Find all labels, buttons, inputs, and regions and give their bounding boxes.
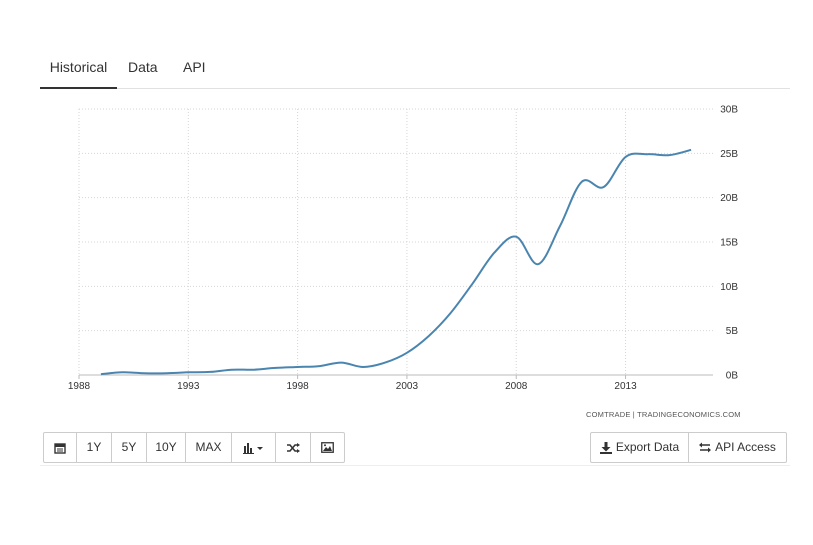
caret-down-icon bbox=[256, 446, 263, 450]
y-tick-label: 25B bbox=[720, 149, 738, 160]
exchange-icon bbox=[699, 442, 712, 453]
x-tick-label: 1998 bbox=[286, 381, 309, 392]
x-tick-label: 1988 bbox=[68, 381, 91, 392]
chart-panel: 0B 5B 10B 15B 20B 25B 30B 1988 1993 1998 2003 2008 2… bbox=[40, 89, 790, 466]
api-access-button[interactable]: API Access bbox=[689, 433, 786, 462]
y-tick-label: 10B bbox=[720, 282, 738, 293]
range-max-button[interactable]: MAX bbox=[186, 433, 232, 462]
image-icon bbox=[321, 442, 334, 453]
chart-type-button[interactable] bbox=[232, 433, 276, 462]
y-tick-label: 20B bbox=[720, 193, 738, 204]
api-access-label: API Access bbox=[715, 440, 776, 454]
range-10y-button[interactable]: 10Y bbox=[147, 433, 186, 462]
export-data-button[interactable]: Export Data bbox=[591, 433, 689, 462]
bar-chart-icon bbox=[242, 442, 263, 454]
y-tick-label: 15B bbox=[720, 238, 738, 249]
calendar-icon bbox=[54, 442, 66, 454]
x-tick-label: 1993 bbox=[177, 381, 200, 392]
source-note: COMTRADE | TRADINGECONOMICS.COM bbox=[586, 410, 741, 419]
tab-historical[interactable]: Historical bbox=[40, 52, 117, 89]
x-tick-label: 2003 bbox=[396, 381, 419, 392]
tab-data[interactable]: Data bbox=[128, 59, 158, 75]
chart-toolbar-left: 1Y 5Y 10Y MAX bbox=[43, 432, 345, 463]
download-icon bbox=[599, 441, 612, 454]
chart-toolbar-right: Export Data API Access bbox=[590, 432, 787, 463]
y-tick-label: 30B bbox=[720, 105, 738, 116]
shuffle-icon bbox=[287, 442, 300, 453]
compare-button[interactable] bbox=[276, 433, 311, 462]
save-image-button[interactable] bbox=[311, 433, 344, 462]
range-1y-button[interactable]: 1Y bbox=[77, 433, 112, 462]
y-tick-label: 0B bbox=[726, 371, 739, 382]
x-tick-label: 2013 bbox=[614, 381, 637, 392]
x-tick-label: 2008 bbox=[505, 381, 528, 392]
series-line bbox=[100, 148, 692, 376]
y-tick-label: 5B bbox=[726, 326, 739, 337]
line-chart: 0B 5B 10B 15B 20B 25B 30B 1988 1993 1998 2003 2008 2… bbox=[68, 105, 739, 393]
export-data-label: Export Data bbox=[615, 440, 680, 454]
range-5y-button[interactable]: 5Y bbox=[112, 433, 147, 462]
tab-bar: Historical Data API bbox=[40, 52, 790, 89]
calendar-button[interactable] bbox=[44, 433, 77, 462]
tab-api[interactable]: API bbox=[183, 59, 206, 75]
